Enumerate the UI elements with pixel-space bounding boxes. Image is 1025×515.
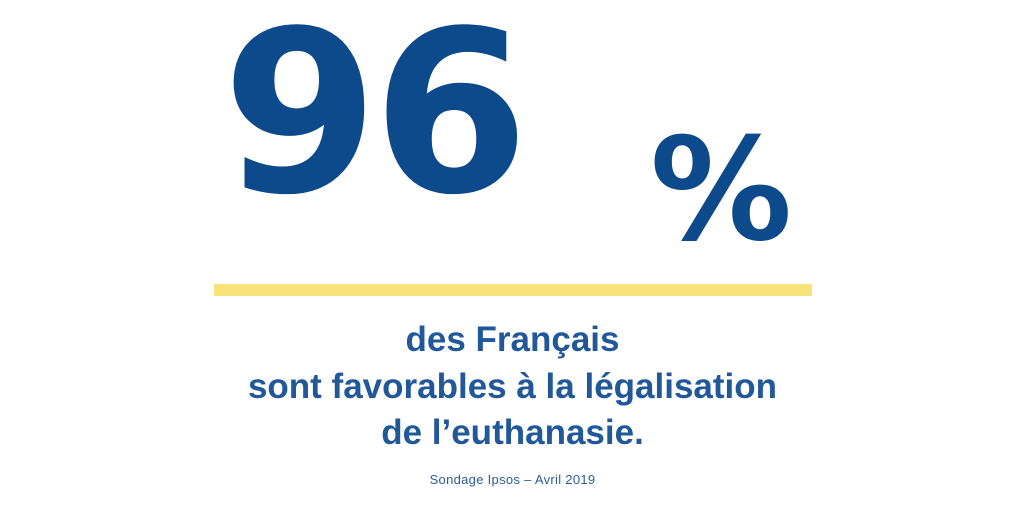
caption-line-3: de l’euthanasie. — [381, 413, 644, 452]
source-credit: Sondage Ipsos – Avril 2019 — [429, 472, 596, 487]
percentage-value: 96 — [222, 0, 529, 245]
highlight-underline — [214, 284, 812, 296]
percent-sign: % — [650, 108, 793, 273]
caption-line-1: des Français — [405, 320, 620, 359]
caption-line-2: sont favorables à la légalisation — [247, 367, 778, 406]
